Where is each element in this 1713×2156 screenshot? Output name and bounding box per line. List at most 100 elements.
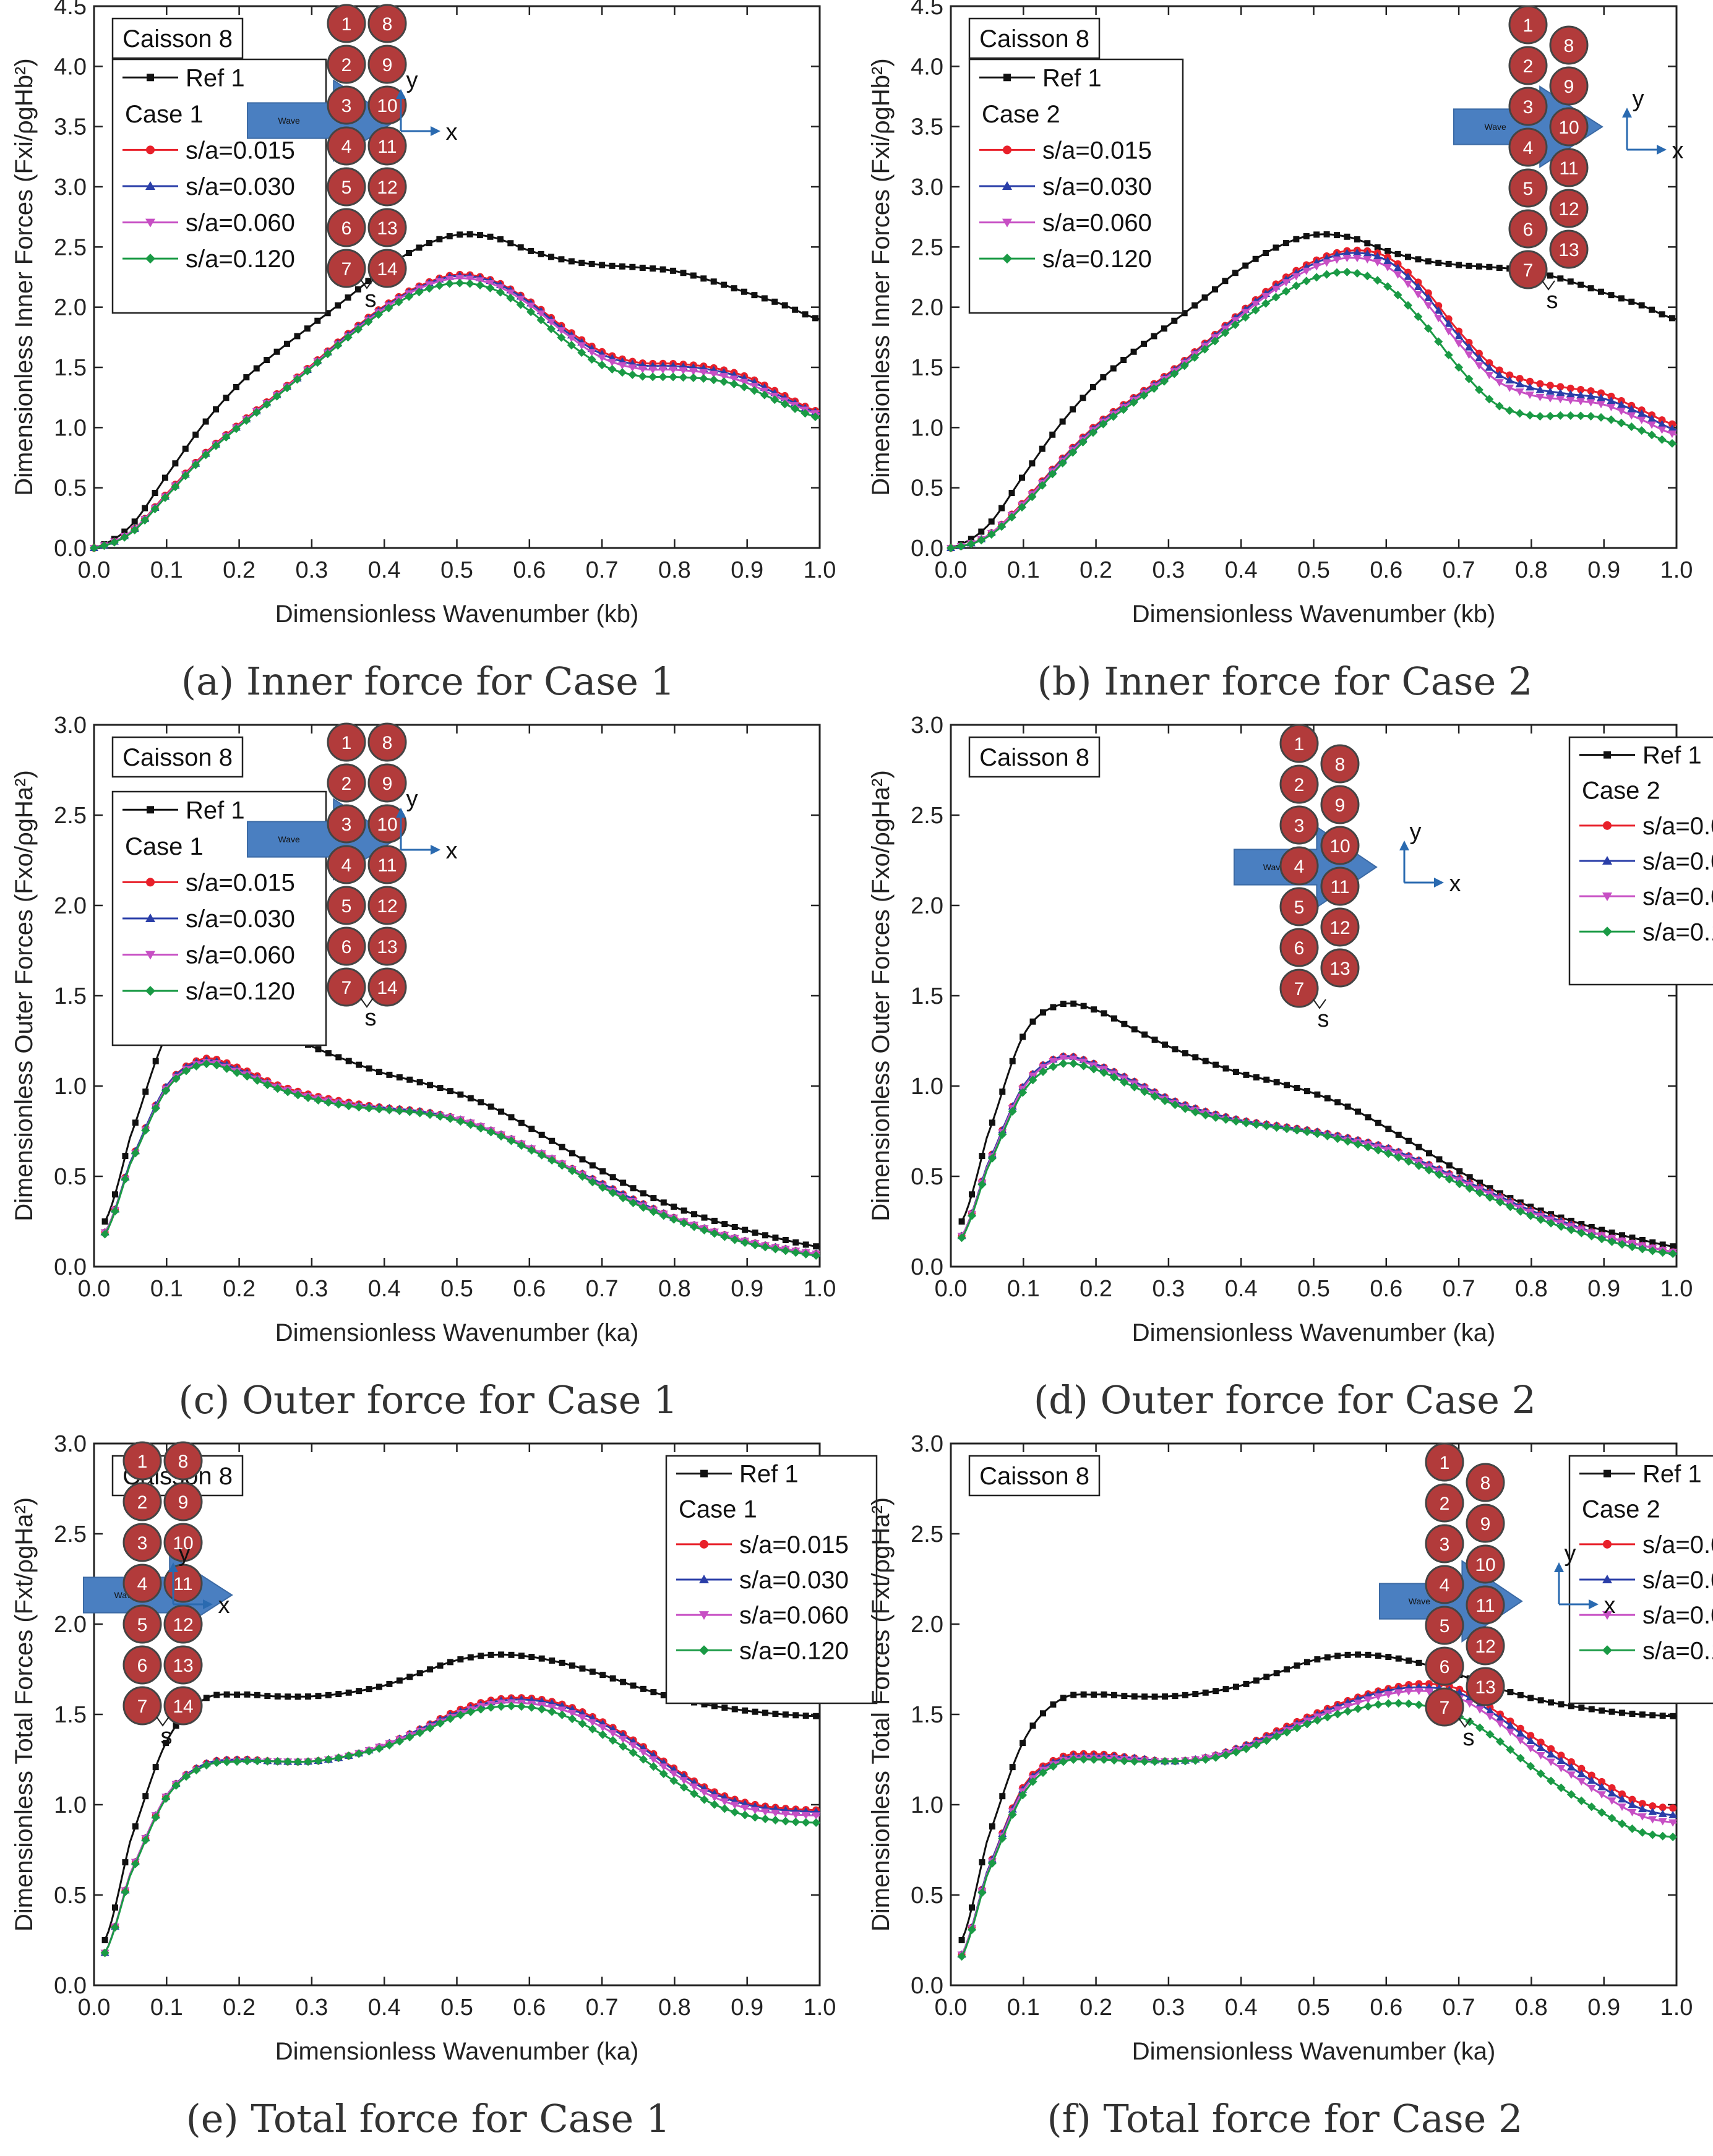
data-point <box>231 424 241 434</box>
caisson-circle <box>1549 25 1589 65</box>
data-point <box>517 1141 526 1150</box>
legend-entry: s/a=0.030 <box>186 173 295 200</box>
data-point <box>1272 1732 1281 1741</box>
caisson-number: 4 <box>1523 138 1534 158</box>
data-point <box>405 1732 414 1742</box>
data-point <box>761 1808 770 1816</box>
x-axis-label: Dimensionless Wavenumber (ka) <box>275 1319 639 1346</box>
data-point <box>1586 412 1595 421</box>
data-point <box>1507 1689 1514 1696</box>
data-point <box>1566 411 1575 421</box>
data-point <box>998 1130 1007 1139</box>
y-tick-label: 1.0 <box>911 1074 943 1100</box>
data-point <box>1162 1693 1169 1700</box>
data-point <box>345 1058 352 1064</box>
data-point <box>639 264 646 271</box>
legend-entry: s/a=0.120 <box>739 1637 849 1664</box>
y-tick-label: 4.5 <box>54 0 87 20</box>
data-point <box>1292 1126 1302 1135</box>
legend-marker <box>1602 892 1612 902</box>
data-point <box>487 1103 494 1110</box>
data-point <box>659 1763 668 1771</box>
data-point <box>1322 259 1331 267</box>
data-point <box>1557 275 1564 282</box>
coordinate-y-label: y <box>406 786 418 812</box>
data-point <box>549 1657 556 1664</box>
legend-marker <box>1002 181 1012 190</box>
data-point <box>191 460 200 469</box>
data-point <box>1566 1790 1576 1799</box>
data-point <box>304 1093 313 1102</box>
x-tick-label: 0.4 <box>368 557 401 583</box>
data-point <box>629 1198 638 1207</box>
data-point <box>536 310 546 318</box>
legend-entry: s/a=0.060 <box>1642 883 1713 910</box>
data-point <box>283 1757 293 1766</box>
x-tick-label: 0.7 <box>586 1276 619 1302</box>
caisson-circle <box>122 1686 162 1726</box>
data-point <box>1607 1797 1616 1805</box>
data-point <box>1091 1691 1097 1698</box>
data-point <box>569 1150 576 1157</box>
data-point <box>1414 1161 1423 1170</box>
data-point <box>1547 1758 1556 1766</box>
data-point <box>1556 388 1565 396</box>
data-point <box>699 374 708 383</box>
data-point <box>1181 310 1188 317</box>
data-point <box>1292 1724 1302 1733</box>
data-point <box>305 1693 312 1700</box>
data-point <box>589 1668 596 1675</box>
data-point <box>1576 411 1586 421</box>
series-sa-4 <box>100 1059 821 1260</box>
series-line <box>961 1682 1677 1956</box>
data-point <box>1342 255 1352 263</box>
data-point <box>710 1800 719 1809</box>
data-point <box>1191 1108 1200 1117</box>
data-point <box>1091 1006 1097 1013</box>
data-point <box>670 267 677 274</box>
data-point <box>1517 1692 1524 1698</box>
data-point <box>771 1815 780 1824</box>
data-point <box>669 1770 679 1778</box>
data-point <box>506 293 515 302</box>
data-point <box>1312 263 1321 271</box>
data-point <box>1639 1236 1646 1243</box>
data-point <box>374 1105 384 1114</box>
y-tick-label: 0.5 <box>911 1164 943 1190</box>
caisson-number: 2 <box>341 55 352 75</box>
data-point <box>1384 1149 1393 1158</box>
data-point <box>792 1239 799 1246</box>
data-point <box>1628 1243 1637 1252</box>
data-point <box>497 1132 506 1141</box>
data-point <box>242 416 251 425</box>
data-point <box>1618 295 1625 302</box>
data-point <box>304 1757 313 1766</box>
caisson-circle <box>1466 1585 1505 1625</box>
data-point <box>1506 371 1514 379</box>
caisson-number: 1 <box>137 1452 148 1472</box>
data-point <box>781 1810 790 1818</box>
legend-entry: s/a=0.120 <box>1642 918 1713 946</box>
legend-entry: s/a=0.015 <box>1642 813 1713 840</box>
data-point <box>1048 469 1057 479</box>
data-point <box>364 1103 374 1113</box>
data-point <box>1618 1819 1627 1828</box>
data-point <box>701 1214 708 1221</box>
x-axis-label: Dimensionless Wavenumber (kb) <box>275 601 639 628</box>
caisson-label: Caisson 8 <box>979 1463 1089 1490</box>
data-point <box>181 1066 191 1076</box>
caisson-number: 11 <box>1559 158 1578 179</box>
data-point <box>294 333 301 340</box>
data-point <box>598 1730 607 1739</box>
data-point <box>1151 1037 1158 1043</box>
caisson-number: 9 <box>1564 77 1574 97</box>
data-point <box>487 233 494 240</box>
data-point <box>1261 299 1271 308</box>
caisson-number: 14 <box>377 259 397 280</box>
x-tick-label: 0.5 <box>440 1276 473 1302</box>
data-point <box>132 1119 139 1126</box>
data-point <box>679 1777 689 1785</box>
data-point <box>1200 344 1209 354</box>
data-point <box>1110 365 1117 372</box>
data-point <box>1649 1712 1656 1719</box>
